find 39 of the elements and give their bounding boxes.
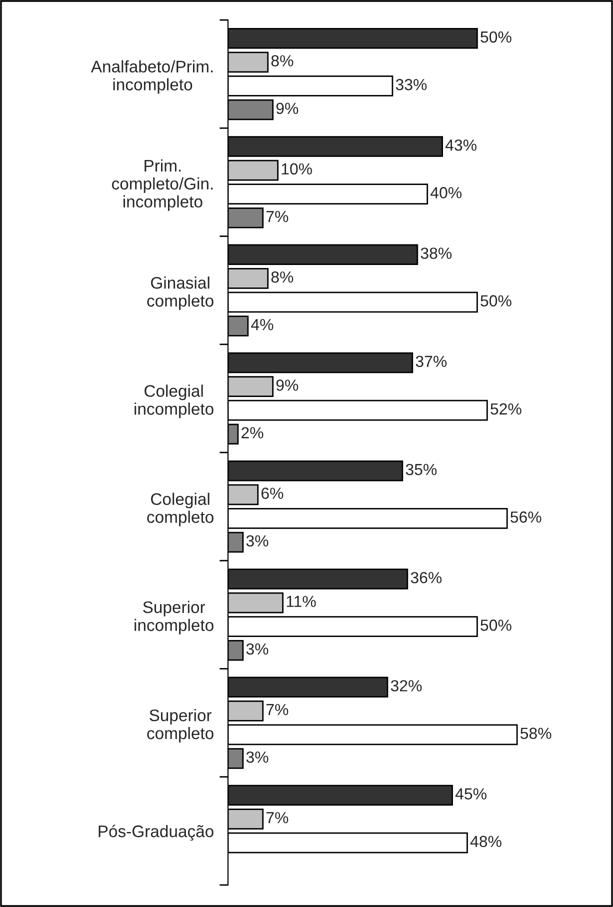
data-label: 56% xyxy=(510,511,542,523)
data-label: 2% xyxy=(242,427,264,438)
data-label: 50% xyxy=(480,31,512,43)
y-tick-label: Prim. completo/Gin. incompleto xyxy=(112,159,213,211)
y-tick-label: Analfabeto/Prim. incompleto xyxy=(90,60,213,94)
data-label: 4% xyxy=(251,319,274,330)
y-tick-label: Colegial incompleto xyxy=(134,384,214,418)
data-label: 36% xyxy=(410,572,442,584)
y-tick-label: Superior completo xyxy=(147,709,214,742)
data-label: 7% xyxy=(266,704,288,716)
y-tick-label: Colegial completo xyxy=(147,492,214,526)
data-label: 43% xyxy=(445,139,476,151)
data-label: 7% xyxy=(266,210,288,222)
data-label: 3% xyxy=(246,535,268,547)
data-label: 35% xyxy=(406,464,437,476)
data-label: 9% xyxy=(276,380,298,391)
data-label: 10% xyxy=(282,163,312,175)
data-label: 40% xyxy=(430,187,462,198)
data-label: 9% xyxy=(276,102,298,114)
data-label: 3% xyxy=(246,643,268,655)
data-label: 58% xyxy=(520,728,552,739)
data-label: 48% xyxy=(470,836,502,848)
y-tick-label: Ginasial completo xyxy=(147,276,214,310)
data-label: 33% xyxy=(396,78,427,90)
data-label: 8% xyxy=(271,271,294,283)
y-tick-label: Superior incompleto xyxy=(134,600,214,634)
data-label: 8% xyxy=(271,55,294,66)
data-label: 6% xyxy=(261,488,284,499)
data-label: 7% xyxy=(266,812,288,824)
data-label: 3% xyxy=(246,751,268,763)
data-label: 50% xyxy=(480,620,512,631)
data-label: 50% xyxy=(480,295,512,306)
data-label: 52% xyxy=(490,403,522,415)
data-label: 45% xyxy=(455,788,486,800)
data-label: 11% xyxy=(286,596,316,608)
data-label: 38% xyxy=(420,248,452,259)
data-label: 32% xyxy=(390,680,422,692)
data-label: 37% xyxy=(416,356,447,368)
y-tick-label: Pós-Graduação xyxy=(98,824,214,841)
